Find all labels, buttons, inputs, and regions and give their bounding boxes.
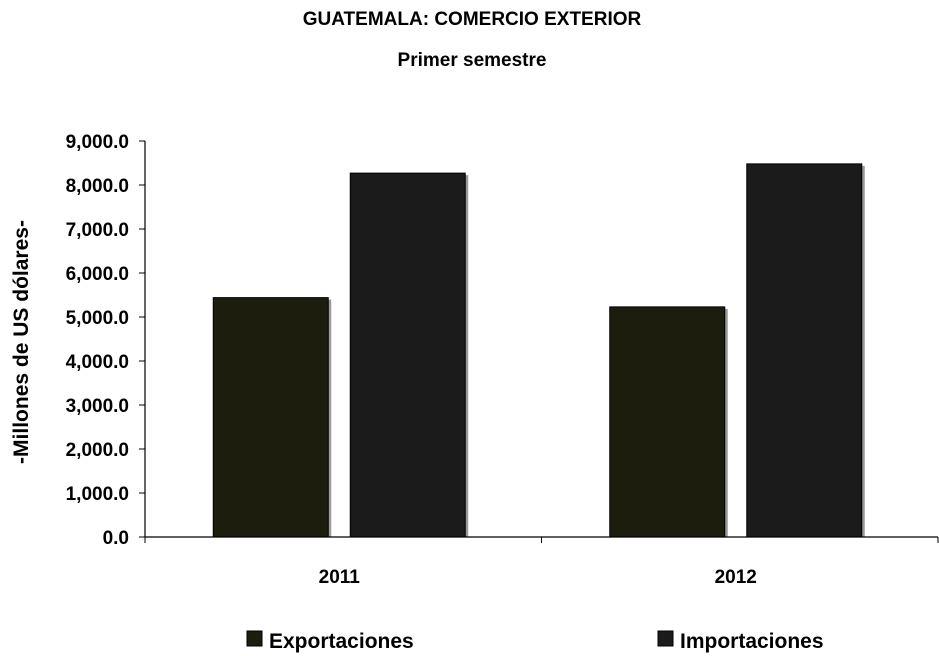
y-tick-label: 9,000.0 [66,132,129,153]
chart-title: GUATEMALA: COMERCIO EXTERIOR [303,9,642,30]
bar-importaciones-2012 [746,163,863,538]
y-tick-label: 8,000.0 [66,176,129,197]
legend: Exportaciones Importaciones [246,630,824,653]
y-tick-label: 5,000.0 [66,308,129,329]
bar-exportaciones-2011 [212,297,329,538]
plot-area [212,163,865,538]
y-tick-label: 1,000.0 [66,484,129,505]
y-axis-ticks: 0.0 1,000.0 2,000.0 3,000.0 4,000.0 5,000.0 6,… [66,132,145,549]
y-tick-label: 7,000.0 [66,220,129,241]
y-tick-label: 0.0 [103,528,129,549]
legend-swatch [657,630,674,647]
y-tick-label: 3,000.0 [66,396,129,417]
bar-exportaciones-2012 [609,306,726,538]
legend-label: Exportaciones [269,630,414,653]
y-axis-title: -Millones de US dólares- [10,220,33,464]
legend-label: Importaciones [680,630,824,653]
legend-swatch [246,630,263,647]
y-tick-label: 2,000.0 [66,440,129,461]
bar-importaciones-2011 [349,172,466,538]
x-axis-ticks: 2011 2012 [144,537,939,588]
chart-subtitle: Primer semestre [398,50,547,71]
y-tick-label: 4,000.0 [66,352,129,373]
y-tick-label: 6,000.0 [66,264,129,285]
x-tick-label: 2011 [319,567,361,588]
x-tick-label: 2012 [715,567,757,588]
